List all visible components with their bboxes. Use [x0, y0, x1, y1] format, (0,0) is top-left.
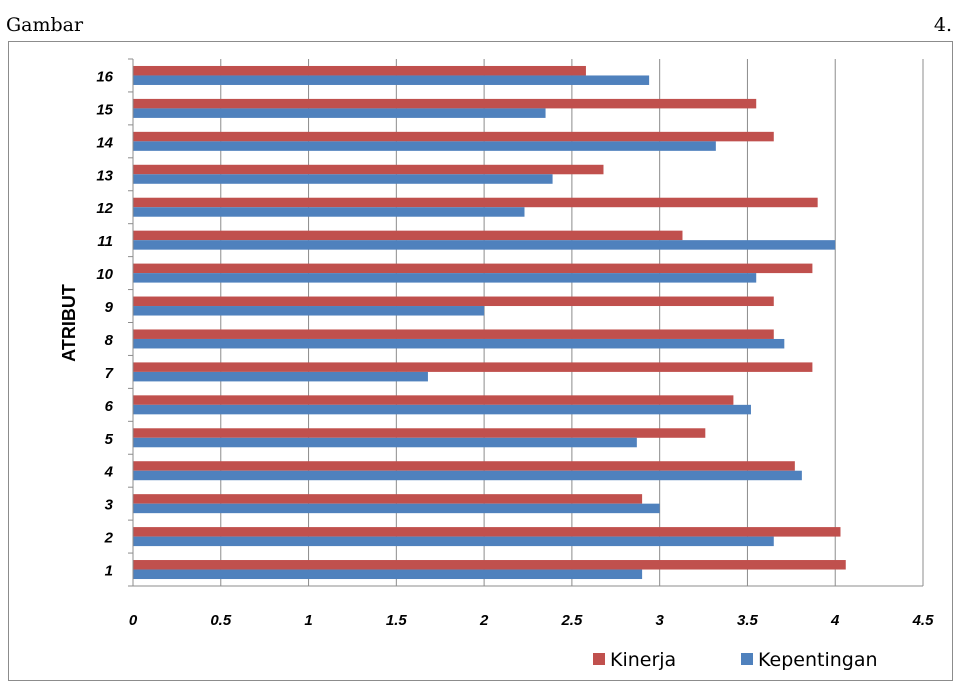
bar-kepentingan-14	[133, 141, 716, 151]
caption-left: Gambar	[6, 14, 84, 36]
bar-kepentingan-7	[133, 371, 428, 382]
y-tick-label-9: 9	[105, 299, 114, 316]
y-tick-label-12: 12	[96, 200, 113, 217]
x-tick-label-4: 4	[830, 612, 840, 629]
y-tick-label-8: 8	[105, 332, 114, 349]
bar-kepentingan-6	[133, 404, 751, 415]
legend-label-kepentingan: Kepentingan	[758, 649, 878, 671]
bar-kinerja-3	[133, 494, 643, 504]
y-tick-label-14: 14	[96, 134, 113, 151]
bar-kinerja-9	[133, 296, 774, 307]
bar-kepentingan-16	[133, 75, 650, 85]
x-tick-label-3: 3	[655, 612, 664, 629]
bars	[133, 65, 846, 580]
x-tick-label-2: 2	[479, 612, 489, 629]
bar-kepentingan-1	[133, 569, 643, 580]
bar-kepentingan-13	[133, 174, 553, 184]
bar-kepentingan-8	[133, 338, 785, 349]
y-tick-label-6: 6	[105, 398, 114, 415]
x-tick-label-1: 1	[304, 612, 312, 629]
bar-kinerja-2	[133, 527, 841, 537]
bar-kinerja-6	[133, 395, 734, 405]
x-tick-label-2.5: 2.5	[560, 612, 583, 629]
bar-kinerja-5	[133, 428, 706, 438]
bar-kinerja-12	[133, 197, 818, 208]
x-tick-label-3.5: 3.5	[737, 612, 759, 629]
legend-swatch-kinerja	[593, 653, 605, 665]
bar-kinerja-16	[133, 65, 586, 76]
y-tick-label-10: 10	[96, 266, 113, 283]
bar-kepentingan-10	[133, 273, 757, 283]
bar-kinerja-11	[133, 230, 683, 241]
bar-kinerja-14	[133, 131, 774, 142]
y-tick-label-4: 4	[104, 464, 114, 481]
legend: Kinerja Kepentingan	[593, 649, 878, 671]
bar-kinerja-8	[133, 329, 774, 339]
bar-kepentingan-12	[133, 207, 525, 217]
y-axis-label: ATRIBUT	[59, 284, 79, 362]
caption-right: 4.	[933, 14, 952, 36]
bar-kepentingan-2	[133, 536, 774, 547]
bar-kinerja-10	[133, 263, 813, 274]
legend-label-kinerja: Kinerja	[610, 649, 676, 671]
x-tick-label-4.5: 4.5	[912, 612, 935, 629]
x-tick-label-0: 0	[129, 612, 138, 629]
bar-kepentingan-5	[133, 437, 637, 448]
bar-kinerja-7	[133, 362, 813, 372]
y-tick-label-5: 5	[105, 431, 114, 448]
bar-kepentingan-11	[133, 240, 836, 250]
bar-kepentingan-15	[133, 108, 546, 118]
bar-kinerja-15	[133, 98, 757, 109]
x-tick-label-1.5: 1.5	[386, 612, 408, 629]
bar-kinerja-13	[133, 164, 604, 175]
y-tick-label-1: 1	[105, 563, 113, 580]
bar-kinerja-1	[133, 560, 846, 570]
y-tick-label-3: 3	[105, 497, 114, 514]
bar-kepentingan-9	[133, 306, 485, 316]
y-tick-label-2: 2	[104, 530, 114, 547]
bar-kinerja-4	[133, 461, 795, 471]
x-tick-label-0.5: 0.5	[210, 612, 232, 629]
bar-kepentingan-3	[133, 503, 660, 514]
y-tick-label-16: 16	[96, 68, 113, 85]
axes	[128, 58, 923, 587]
legend-swatch-kepentingan	[741, 653, 753, 665]
bar-kepentingan-4	[133, 470, 802, 481]
y-tick-label-15: 15	[96, 101, 113, 118]
y-tick-label-7: 7	[105, 365, 114, 382]
y-tick-label-13: 13	[96, 167, 113, 184]
y-tick-label-11: 11	[97, 233, 113, 250]
